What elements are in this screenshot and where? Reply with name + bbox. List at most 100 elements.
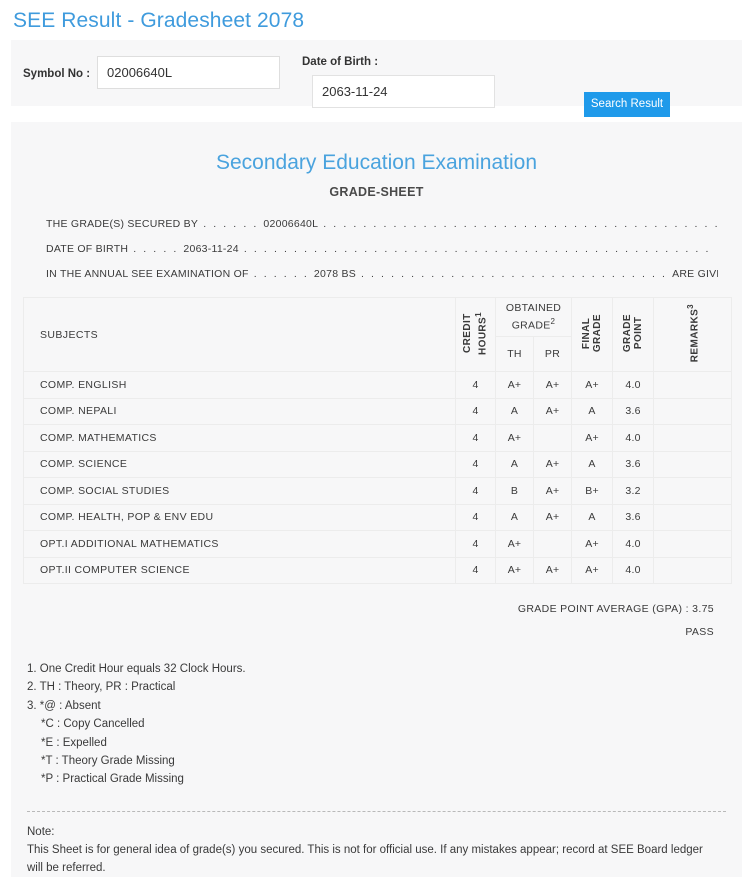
table-row: COMP. SOCIAL STUDIES 4 B A+ B+ 3.2 — [23, 477, 733, 505]
cell-credit: 4 — [455, 477, 496, 505]
cell-credit: 4 — [455, 530, 496, 558]
cell-th: A — [495, 503, 534, 531]
cell-subject: COMP. SCIENCE — [23, 450, 456, 478]
statement-suffix: ARE GIVEN BELOW . . . — [672, 268, 718, 280]
cell-remarks — [653, 371, 733, 399]
obtained-grade-label: OBTAINED GRADE — [505, 301, 562, 332]
table-row: COMP. HEALTH, POP & ENV EDU 4 A A+ A 3.6 — [23, 503, 733, 531]
statement-value: 02006640L — [263, 218, 319, 230]
table-row: COMP. ENGLISH 4 A+ A+ A+ 4.0 — [23, 371, 733, 399]
grade-table-head: SUBJECTS CREDIT HOURS1 OBTAINED GRADE2 F… — [23, 297, 733, 372]
cell-final: A — [571, 397, 614, 425]
statement-value: 2063-11-24 — [183, 243, 239, 255]
cell-final: A — [571, 503, 614, 531]
cell-pr — [532, 530, 573, 558]
cell-subject: OPT.I ADDITIONAL MATHEMATICS — [23, 530, 456, 558]
statement-line: DATE OF BIRTH . . . . . 2063-11-24 . . .… — [35, 242, 718, 267]
cell-pr: A+ — [532, 371, 573, 399]
table-row: COMP. MATHEMATICS 4 A+ A+ 4.0 — [23, 424, 733, 452]
grade-table: SUBJECTS CREDIT HOURS1 OBTAINED GRADE2 F… — [23, 297, 733, 584]
date-of-birth-input[interactable] — [312, 75, 495, 108]
grade-table-wrapper: SUBJECTS CREDIT HOURS1 OBTAINED GRADE2 F… — [11, 292, 742, 584]
page-title: SEE Result - Gradesheet 2078 — [13, 9, 305, 32]
statement-dots-left: . . . . . . — [198, 218, 264, 230]
statement-dots-right: . . . . . . . . . . . . . . . . . . . . … — [238, 243, 711, 255]
col-header-th: TH — [495, 336, 534, 372]
symbol-no-input[interactable] — [97, 56, 280, 89]
cell-pr: A+ — [532, 477, 573, 505]
cell-pr: A+ — [532, 397, 573, 425]
remarks-footnote-ref: 3 — [685, 303, 695, 309]
cell-subject: COMP. MATHEMATICS — [23, 424, 456, 452]
footnote-sub-item: *E : Expelled — [41, 736, 107, 749]
cell-grade-point: 4.0 — [612, 424, 655, 452]
cell-final: A+ — [571, 530, 614, 558]
statement-dots-left: . . . . . — [128, 243, 184, 255]
exam-heading: Secondary Education Examination — [215, 151, 538, 174]
footnote-item: 1. One Credit Hour equals 32 Clock Hours… — [27, 663, 246, 675]
cell-th: A — [495, 397, 534, 425]
cell-remarks — [653, 503, 733, 531]
footnote-item: 3. *@ : Absent — [27, 699, 101, 712]
cell-remarks — [653, 450, 733, 478]
cell-th: A — [495, 450, 534, 478]
obtained-grade-footnote-ref: 2 — [550, 316, 556, 326]
credit-hours-label: CREDIT HOURS — [462, 313, 489, 355]
cell-pr: A+ — [532, 556, 573, 584]
cell-subject: COMP. ENGLISH — [23, 371, 456, 399]
grade-point-label: GRADE POINT — [622, 313, 645, 353]
statement-prefix: IN THE ANNUAL SEE EXAMINATION OF — [46, 268, 249, 280]
table-row: COMP. NEPALI 4 A A+ A 3.6 — [23, 397, 733, 425]
statements-block: THE GRADE(S) SECURED BY . . . . . . 0200… — [11, 199, 742, 292]
cell-subject: COMP. HEALTH, POP & ENV EDU — [23, 503, 456, 531]
cell-pr: A+ — [532, 450, 573, 478]
cell-remarks — [653, 424, 733, 452]
col-header-subjects: SUBJECTS — [23, 297, 456, 372]
statement-prefix: DATE OF BIRTH — [46, 243, 129, 255]
cell-th: A+ — [495, 556, 534, 584]
statement-prefix: THE GRADE(S) SECURED BY — [46, 218, 199, 230]
statement-dots-right: . . . . . . . . . . . . . . . . . . . . … — [323, 218, 718, 230]
cell-final: A+ — [571, 424, 614, 452]
col-header-credit-hours: CREDIT HOURS1 — [455, 297, 496, 372]
cell-pr — [532, 424, 573, 452]
cell-subject: COMP. SOCIAL STUDIES — [23, 477, 456, 505]
cell-credit: 4 — [455, 397, 496, 425]
col-header-final-grade: FINAL GRADE — [571, 297, 614, 372]
symbol-no-label: Symbol No : — [23, 68, 91, 80]
footnote-sub-item: *P : Practical Grade Missing — [41, 773, 184, 786]
cell-th: A+ — [495, 530, 534, 558]
note-block: Note: This Sheet is for general idea of … — [11, 812, 742, 877]
statement-value: 2078 BS — [313, 268, 356, 280]
cell-credit: 4 — [455, 556, 496, 584]
col-header-obtained-grade: OBTAINED GRADE2 — [494, 297, 573, 337]
final-grade-label: FINAL GRADE — [581, 313, 604, 353]
cell-grade-point: 3.6 — [612, 450, 655, 478]
table-row: COMP. SCIENCE 4 A A+ A 3.6 — [23, 450, 733, 478]
col-header-remarks: REMARKS3 — [653, 297, 733, 372]
cell-subject: OPT.II COMPUTER SCIENCE — [23, 556, 456, 584]
cell-th: A+ — [495, 424, 534, 452]
table-row: OPT.I ADDITIONAL MATHEMATICS 4 A+ A+ 4.0 — [23, 530, 733, 558]
cell-th: A+ — [495, 371, 534, 399]
cell-remarks — [653, 530, 733, 558]
grade-table-body: COMP. ENGLISH 4 A+ A+ A+ 4.0 COMP. NEPAL… — [23, 371, 733, 584]
statement-line: IN THE ANNUAL SEE EXAMINATION OF . . . .… — [35, 267, 718, 292]
grade-sheet-subheading: GRADE-SHEET — [329, 185, 424, 199]
statement-dots-right: . . . . . . . . . . . . . . . . . . . . … — [355, 268, 673, 280]
cell-th: B — [495, 477, 534, 505]
note-separator — [27, 810, 726, 812]
gpa-line: GRADE POINT AVERAGE (GPA) : 3.75 — [517, 603, 714, 615]
remarks-label: REMARKS — [689, 308, 701, 363]
cell-credit: 4 — [455, 424, 496, 452]
date-of-birth-label: Date of Birth : — [302, 56, 379, 68]
cell-final: A+ — [571, 556, 614, 584]
footnote-item: 2. TH : Theory, PR : Practical — [27, 681, 176, 694]
col-header-pr: PR — [532, 336, 573, 372]
footnotes-block: 1. One Credit Hour equals 32 Clock Hours… — [11, 638, 742, 789]
col-header-grade-point: GRADE POINT — [612, 297, 655, 372]
table-row: OPT.II COMPUTER SCIENCE 4 A+ A+ A+ 4.0 — [23, 556, 733, 584]
footnote-sub-item: *C : Copy Cancelled — [41, 718, 145, 731]
search-result-button[interactable]: Search Result — [584, 92, 670, 117]
